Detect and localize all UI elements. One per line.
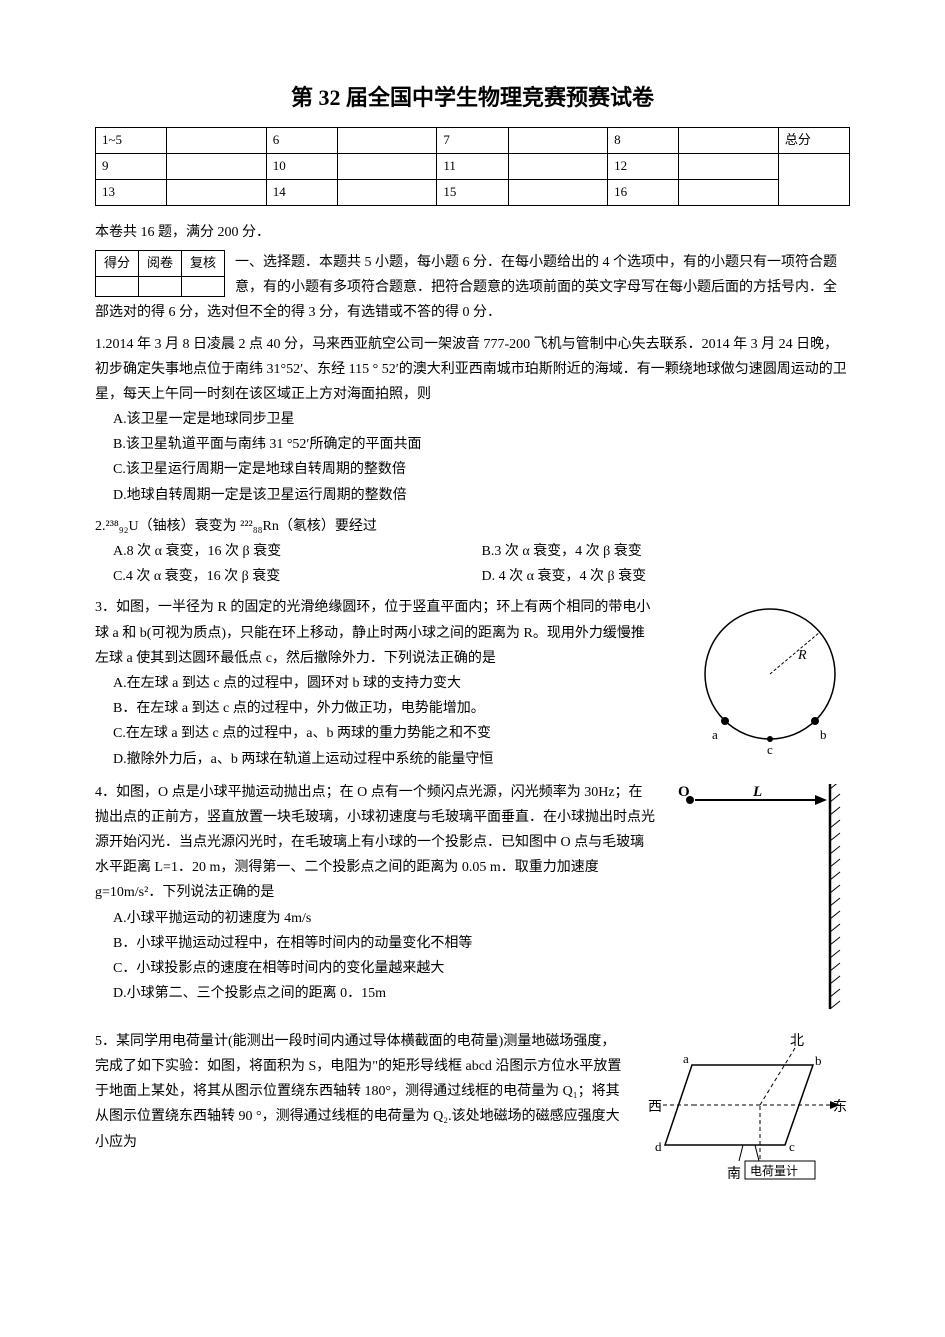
label-O: O [678, 784, 690, 800]
label-c: c [789, 1139, 795, 1154]
table-row: 13 14 15 16 [96, 179, 850, 205]
score-cell: 6 [266, 128, 337, 154]
score-cell [679, 179, 779, 205]
table-row: 得分 阅卷 复核 [96, 250, 225, 276]
label-b: b [815, 1053, 822, 1068]
projectile-diagram-icon: O L [675, 784, 850, 1014]
label-meter: 电荷量计 [750, 1164, 798, 1178]
question-text: 4．如图，O 点是小球平抛运动抛出点；在 O 点有一个频闪点光源，闪光频率为 3… [95, 780, 655, 906]
info-line: 本卷共 16 题，满分 200 分． [95, 222, 850, 244]
score-cell [778, 153, 849, 205]
score-cell [337, 153, 437, 179]
score-cell: 8 [608, 128, 679, 154]
grading-table: 得分 阅卷 复核 [95, 250, 225, 297]
option-c: C.4 次 α 衰变，16 次 β 衰变 [113, 564, 482, 589]
option-d: D.地球自转周期一定是该卫星运行周期的整数倍 [95, 483, 850, 508]
score-cell [167, 128, 267, 154]
option-a: A.8 次 α 衰变，16 次 β 衰变 [113, 539, 482, 564]
label-d: d [655, 1139, 662, 1154]
label-west: 西 [648, 1100, 662, 1115]
question-2: 2.²³⁸₉₂U（铀核）衰变为 ²²²₈₈Rn（氡核）要经过 A.8 次 α 衰… [95, 514, 850, 590]
label-south: 南 [727, 1166, 741, 1182]
score-cell: 1~5 [96, 128, 167, 154]
score-cell: 16 [608, 179, 679, 205]
score-cell [679, 128, 779, 154]
label-b: b [820, 727, 827, 742]
option-b: B.该卫星轨道平面与南纬 31 °52′所确定的平面共面 [95, 432, 850, 457]
grading-cell [139, 276, 182, 296]
grading-cell: 得分 [96, 250, 139, 276]
score-cell: 10 [266, 153, 337, 179]
table-row: 1~5 6 7 8 总分 [96, 128, 850, 154]
label-east: 东 [833, 1099, 847, 1115]
question-text: 1.2014 年 3 月 8 日凌晨 2 点 40 分，马来西亚航空公司一架波音… [95, 332, 850, 408]
score-cell: 12 [608, 153, 679, 179]
score-cell [337, 128, 437, 154]
label-R: R [797, 648, 807, 663]
score-table: 1~5 6 7 8 总分 9 10 11 12 13 14 15 16 [95, 127, 850, 205]
label-north: 北 [790, 1033, 804, 1049]
figure-q4: O L [675, 784, 850, 1023]
score-cell [508, 128, 608, 154]
figure-q3: R a b c [690, 599, 850, 773]
score-cell: 7 [437, 128, 508, 154]
score-cell: 13 [96, 179, 167, 205]
score-cell [508, 179, 608, 205]
table-row [96, 276, 225, 296]
score-cell [167, 179, 267, 205]
circle-diagram-icon: R a b c [690, 599, 850, 764]
option-b: B.3 次 α 衰变，4 次 β 衰变 [482, 539, 851, 564]
label-a: a [683, 1051, 689, 1066]
question-5: 北 西 东 南 a b c d 电荷量计 5．某同学用电荷量计(能测出一段时间内… [95, 1029, 850, 1192]
grading-cell: 阅卷 [139, 250, 182, 276]
grading-cell: 复核 [182, 250, 225, 276]
score-cell [167, 153, 267, 179]
table-row: 9 10 11 12 [96, 153, 850, 179]
score-cell: 15 [437, 179, 508, 205]
label-a: a [712, 727, 718, 742]
question-text: 5．某同学用电荷量计(能测出一段时间内通过导体横截面的电荷量)测量地磁场强度，完… [95, 1029, 625, 1155]
score-cell: 11 [437, 153, 508, 179]
score-cell: 9 [96, 153, 167, 179]
question-3: R a b c 3．如图，一半径为 R 的固定的光滑绝缘圆环，位于竖直平面内；环… [95, 595, 850, 773]
score-cell [508, 153, 608, 179]
score-cell [679, 153, 779, 179]
question-1: 1.2014 年 3 月 8 日凌晨 2 点 40 分，马来西亚航空公司一架波音… [95, 332, 850, 508]
question-text: 2.²³⁸₉₂U（铀核）衰变为 ²²²₈₈Rn（氡核）要经过 [95, 514, 850, 539]
score-cell: 总分 [778, 128, 849, 154]
option-a: A.该卫星一定是地球同步卫星 [95, 407, 850, 432]
score-cell [337, 179, 437, 205]
score-cell: 14 [266, 179, 337, 205]
grading-cell [96, 276, 139, 296]
page-title: 第 32 届全国中学生物理竞赛预赛试卷 [95, 80, 850, 115]
magnetic-field-diagram-icon: 北 西 东 南 a b c d 电荷量计 [645, 1033, 850, 1183]
label-L: L [752, 784, 762, 800]
figure-q5: 北 西 东 南 a b c d 电荷量计 [645, 1033, 850, 1192]
grading-cell [182, 276, 225, 296]
question-text: 3．如图，一半径为 R 的固定的光滑绝缘圆环，位于竖直平面内；环上有两个相同的带… [95, 595, 655, 671]
option-d: D. 4 次 α 衰变，4 次 β 衰变 [482, 564, 851, 589]
option-c: C.该卫星运行周期一定是地球自转周期的整数倍 [95, 457, 850, 482]
question-4: O L [95, 780, 850, 1023]
label-c: c [767, 742, 773, 757]
